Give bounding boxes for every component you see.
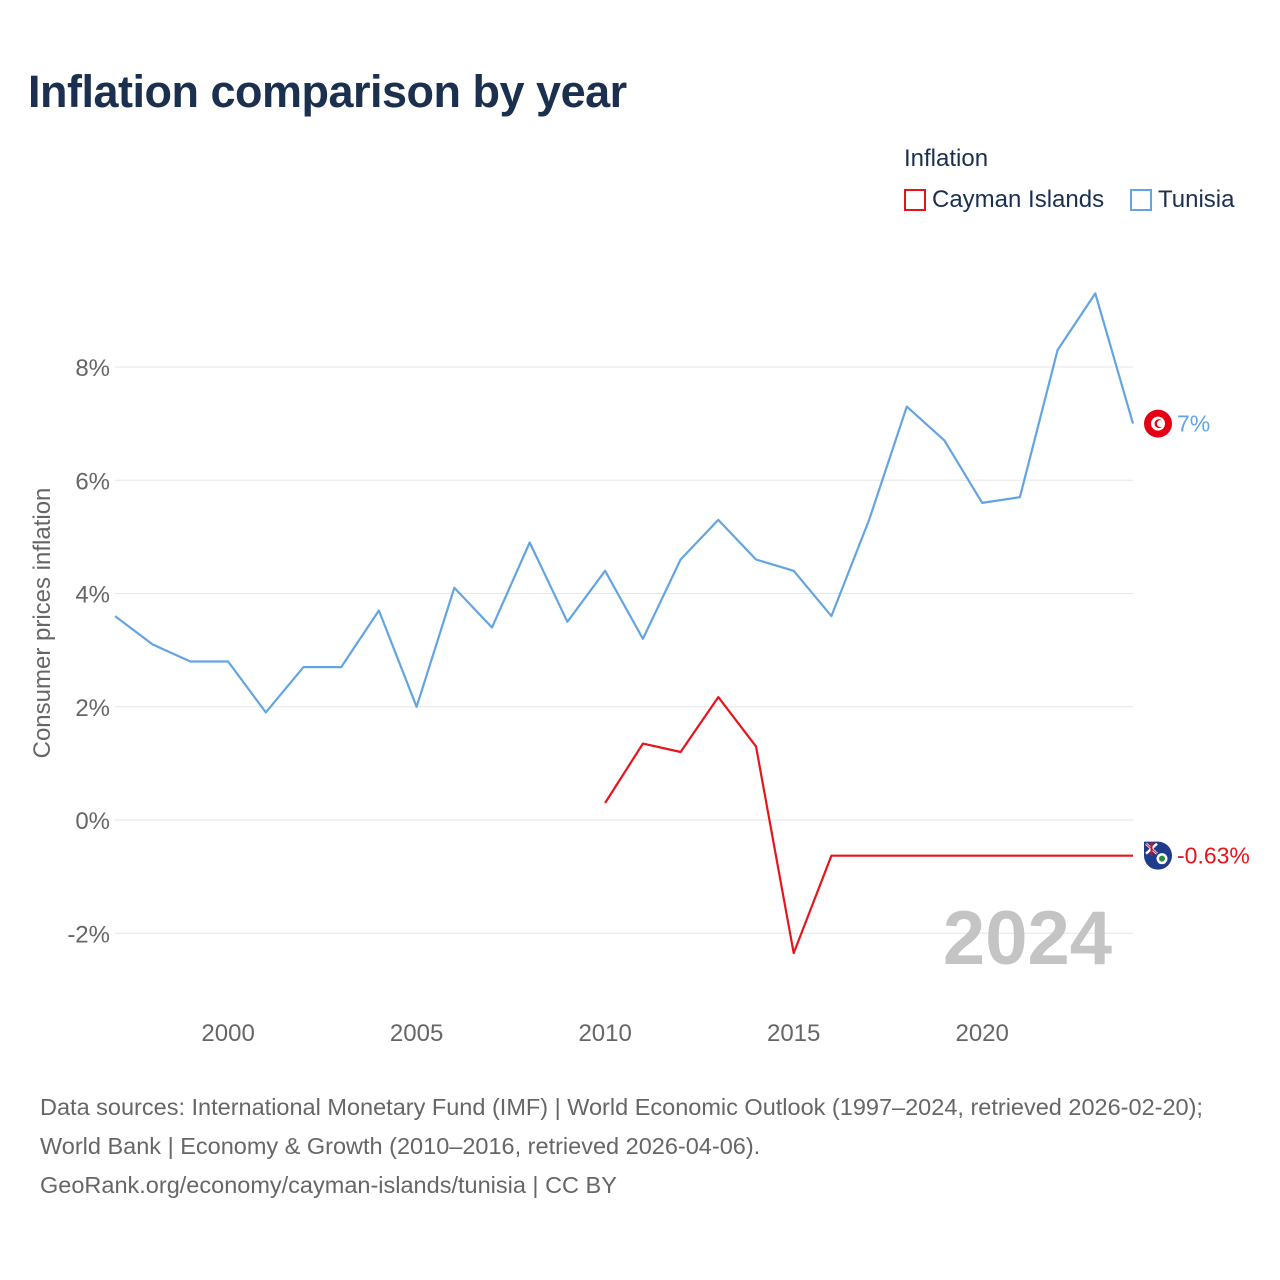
- y-tick-label: 6%: [75, 468, 110, 495]
- x-tick-label: 2010: [578, 1020, 631, 1047]
- y-axis-label: Consumer prices inflation: [29, 488, 56, 759]
- source-line-1: Data sources: International Monetary Fun…: [40, 1094, 1203, 1159]
- end-label-cayman-islands: -0.63%: [1177, 843, 1250, 869]
- x-tick-label: 2015: [767, 1020, 820, 1047]
- x-tick-label: 2020: [955, 1020, 1008, 1047]
- x-tick-label: 2000: [201, 1020, 254, 1047]
- y-tick-label: 8%: [75, 355, 110, 382]
- y-axis-ticks: -2% 0% 2% 4% 6% 8%: [67, 355, 110, 948]
- series-line-cayman-islands: [604, 695, 1133, 955]
- series-lines: [114, 292, 1135, 955]
- y-tick-label: 0%: [75, 808, 110, 835]
- y-tick-label: 2%: [75, 695, 110, 722]
- inflation-line-chart: 2024 -2%0%2%4%6%8% 2000 2005 2010 2015 2020 …: [29, 292, 1250, 1047]
- end-markers: 7% -0.63%: [1144, 409, 1250, 870]
- data-source-note: Data sources: International Monetary Fun…: [40, 1088, 1250, 1205]
- year-watermark: 2024: [943, 896, 1112, 981]
- legend-item-tunisia[interactable]: Tunisia: [1130, 186, 1234, 214]
- legend-label-cayman-islands: Cayman Islands: [932, 186, 1105, 213]
- x-tick-label: 2005: [390, 1020, 443, 1047]
- y-tick-label: -2%: [67, 921, 110, 948]
- end-label-tunisia: 7%: [1177, 411, 1210, 437]
- chart-title: Inflation comparison by year: [28, 66, 627, 117]
- x-axis-ticks: 2000 2005 2010 2015 2020: [201, 1020, 1008, 1047]
- gridlines: [115, 366, 1133, 934]
- flag-icon-cayman-islands: [1144, 841, 1172, 870]
- y-tick-label: 4%: [75, 582, 110, 609]
- legend-swatch-tunisia: [1130, 189, 1152, 211]
- legend-swatch-cayman-islands: [904, 189, 926, 211]
- legend-label-tunisia: Tunisia: [1158, 186, 1235, 213]
- source-line-2: GeoRank.org/economy/cayman-islands/tunis…: [40, 1172, 617, 1198]
- legend-title: Inflation: [904, 145, 989, 172]
- series-line-tunisia: [114, 292, 1135, 714]
- flag-icon-tunisia: [1144, 409, 1172, 438]
- legend-item-cayman-islands[interactable]: Cayman Islands: [904, 186, 1104, 214]
